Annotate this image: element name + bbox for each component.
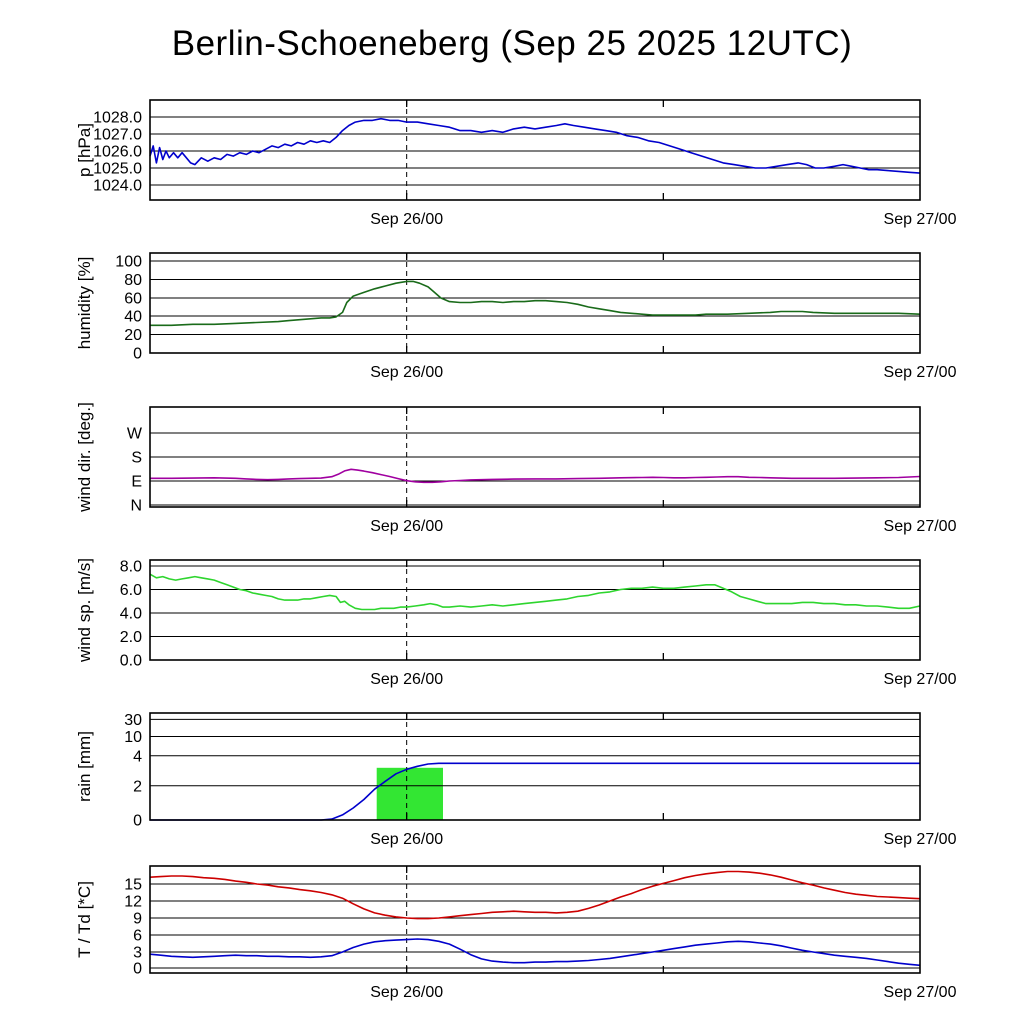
y-axis-title: T / Td [*C] <box>75 881 94 958</box>
rain-amount-bar <box>376 767 443 820</box>
y-tick-label: 0 <box>133 346 142 363</box>
panel-frame <box>149 865 921 974</box>
y-tick-label: 1024.0 <box>93 178 142 195</box>
x-tick-label: Sep 26/00 <box>370 211 443 228</box>
x-tick-label: Sep 27/00 <box>884 671 957 688</box>
y-tick-label: 4 <box>133 748 142 765</box>
y-tick-label: 0 <box>133 961 142 978</box>
series-wind-speed <box>149 573 921 611</box>
series-humidity <box>150 280 921 327</box>
y-tick-label: 8.0 <box>120 559 142 576</box>
series-pressure <box>149 117 921 174</box>
x-tick-label: Sep 27/00 <box>884 831 957 848</box>
y-tick-label: S <box>131 450 142 467</box>
y-tick-label: 1026.0 <box>93 144 142 161</box>
panel-frame <box>149 712 921 821</box>
series-rain-accumulated <box>150 762 920 821</box>
y-axis-title: wind sp. [m/s] <box>75 558 94 663</box>
x-tick-label: Sep 26/00 <box>370 518 443 535</box>
panel-frame <box>149 559 921 661</box>
y-tick-label: 15 <box>124 877 142 894</box>
y-tick-label: W <box>127 426 143 443</box>
y-axis-title: wind dir. [deg.] <box>75 402 94 513</box>
series-dewpoint <box>149 938 921 967</box>
y-tick-label: 40 <box>124 309 142 326</box>
y-tick-label: 6.0 <box>120 582 142 599</box>
panel-frame <box>149 406 921 508</box>
x-tick-label: Sep 27/00 <box>884 364 957 381</box>
x-tick-label: Sep 27/00 <box>884 984 957 1001</box>
y-tick-label: 100 <box>115 254 142 271</box>
y-tick-label: 20 <box>124 327 142 344</box>
page-title: Berlin-Schoeneberg (Sep 25 2025 12UTC) <box>171 24 853 63</box>
y-tick-label: 1025.0 <box>93 161 142 178</box>
y-tick-label: E <box>131 474 142 491</box>
y-tick-label: 2 <box>133 778 142 795</box>
y-tick-label: 0 <box>133 813 142 830</box>
series-temperature <box>149 870 921 920</box>
y-tick-label: 0.0 <box>120 653 142 670</box>
x-tick-label: Sep 27/00 <box>884 211 957 228</box>
y-axis-title: rain [mm] <box>75 731 94 802</box>
x-tick-label: Sep 26/00 <box>370 831 443 848</box>
y-tick-label: 1027.0 <box>93 127 142 144</box>
panel-frame <box>149 252 921 354</box>
y-tick-label: 10 <box>124 729 142 746</box>
y-tick-label: 4.0 <box>120 606 142 623</box>
x-tick-label: Sep 26/00 <box>370 671 443 688</box>
x-tick-label: Sep 27/00 <box>884 518 957 535</box>
y-tick-label: 80 <box>124 272 142 289</box>
panel-wind-speed: 0.0 2.0 4.0 6.0 8.0 Sep 26/00 Sep 27/00 wind sp… <box>75 558 957 688</box>
y-tick-label: 60 <box>124 291 142 308</box>
y-axis-title: p [hPa] <box>75 123 94 177</box>
y-tick-label: 1028.0 <box>93 110 142 127</box>
panel-frame <box>149 99 921 201</box>
x-tick-label: Sep 26/00 <box>370 364 443 381</box>
y-axis-title: humidity [%] <box>75 257 94 350</box>
series-wind-direction <box>150 468 921 484</box>
y-tick-label: N <box>130 498 142 515</box>
y-tick-label: 9 <box>133 911 142 928</box>
y-tick-label: 30 <box>124 712 142 729</box>
y-tick-label: 12 <box>124 894 142 911</box>
x-tick-label: Sep 26/00 <box>370 984 443 1001</box>
y-tick-label: 6 <box>133 928 142 945</box>
y-tick-label: 2.0 <box>120 629 142 646</box>
y-tick-label: 3 <box>133 945 142 962</box>
